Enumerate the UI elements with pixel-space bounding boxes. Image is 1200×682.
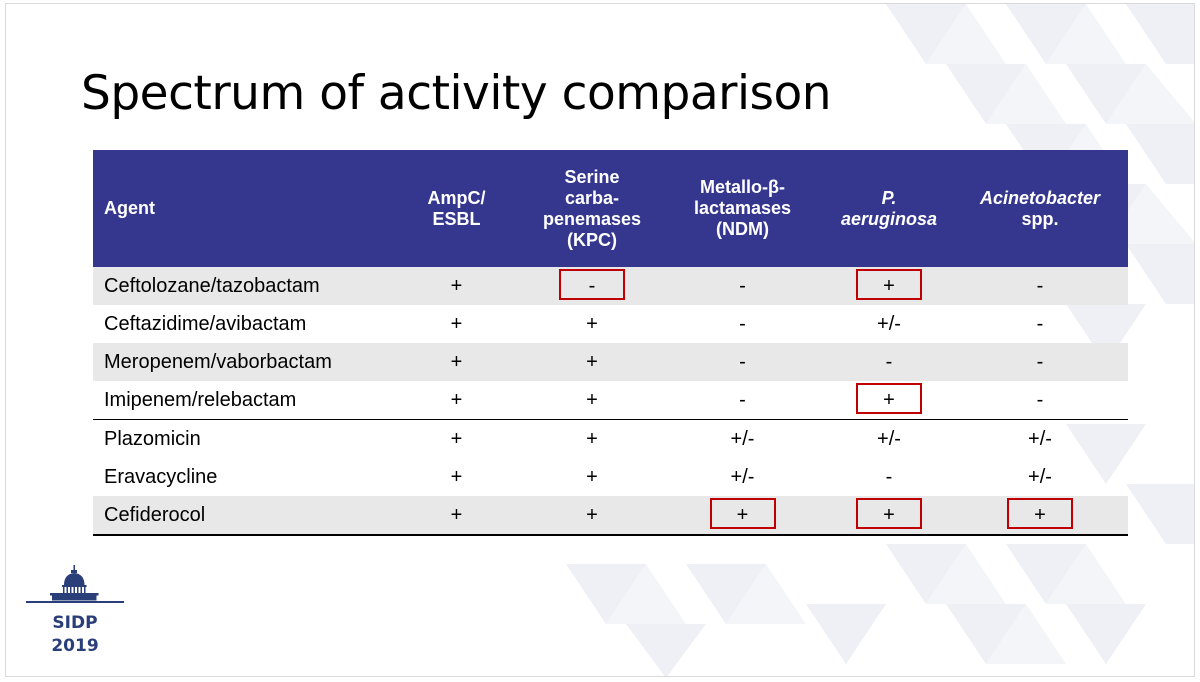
cell-value: - [1036, 312, 1044, 335]
sidp-logo: SIDP 2019 [20, 565, 130, 658]
cell-value: - [826, 343, 952, 381]
cell-value-highlighted: + [826, 267, 952, 305]
cell-value: + [525, 496, 659, 536]
header-metallo-beta-lactamases: Metallo-β- lactamases (NDM) [659, 150, 826, 267]
logo-text-line2: 2019 [51, 636, 99, 656]
highlight-box [709, 498, 776, 529]
cell-value: + [450, 388, 463, 411]
cell-value: +/- [952, 419, 1128, 458]
cell-value-highlighted: + [826, 381, 952, 420]
table-header-row: Agent AmpC/ ESBL Serine carba- penemases… [93, 150, 1128, 267]
highlight-box [856, 383, 922, 414]
header-p-aeruginosa: P. aeruginosa [826, 150, 952, 267]
cell-value: +/- [659, 419, 826, 458]
table-row: Cefiderocol + + + + + [93, 496, 1128, 536]
cell-value: +/- [730, 465, 755, 488]
agent-name: Cefiderocol [93, 496, 388, 536]
cell-value: - [659, 343, 826, 381]
cell-value: + [450, 465, 463, 488]
cell-value: +/- [1028, 465, 1052, 488]
cell-value-highlighted: - [525, 267, 659, 305]
cell-value: - [952, 343, 1128, 381]
cell-value: + [388, 419, 525, 458]
cell-value: + [388, 267, 525, 305]
cell-value-highlighted: + [952, 496, 1128, 536]
cell-value: - [885, 465, 893, 488]
agent-name: Meropenem/vaborbactam [93, 343, 388, 381]
table-row: Imipenem/relebactam + + - + - [93, 381, 1128, 420]
table-row: Ceftazidime/avibactam + + - +/- - [93, 305, 1128, 343]
header-serine-carbapenemases: Serine carba- penemases (KPC) [525, 150, 659, 267]
cell-value: +/- [826, 419, 952, 458]
header-agent: Agent [93, 150, 388, 267]
table-row: Plazomicin + + +/- +/- +/- [93, 419, 1128, 458]
capitol-dome-icon [26, 565, 124, 603]
cell-value: + [586, 465, 598, 488]
agent-name: Imipenem/relebactam [104, 388, 297, 411]
cell-value: + [525, 419, 659, 458]
cell-value: - [659, 267, 826, 305]
slide-title: Spectrum of activity comparison [81, 66, 832, 121]
header-acinetobacter: Acinetobacter spp. [952, 150, 1128, 267]
agent-name: Eravacycline [104, 465, 218, 488]
cell-value: - [1036, 388, 1044, 411]
table-row: Ceftolozane/tazobactam + - - + - [93, 267, 1128, 305]
cell-value: - [739, 312, 746, 335]
cell-value: +/- [877, 312, 901, 335]
highlight-box [856, 498, 922, 529]
cell-value: + [586, 312, 598, 335]
cell-value: + [586, 388, 598, 411]
cell-value-highlighted: + [659, 496, 826, 536]
cell-value-highlighted: + [826, 496, 952, 536]
cell-value: - [952, 267, 1128, 305]
cell-value: + [388, 343, 525, 381]
highlight-box [1007, 498, 1073, 529]
table-row: Meropenem/vaborbactam + + - - - [93, 343, 1128, 381]
logo-text-line1: SIDP [52, 613, 98, 633]
cell-value: + [388, 496, 525, 536]
cell-value: + [525, 343, 659, 381]
highlight-box [856, 269, 922, 300]
agent-name: Plazomicin [93, 419, 388, 458]
header-ampc-esbl: AmpC/ ESBL [388, 150, 525, 267]
cell-value: + [450, 312, 463, 335]
agent-name: Ceftazidime/avibactam [104, 312, 307, 335]
cell-value: - [739, 388, 746, 411]
highlight-box [559, 269, 625, 300]
agent-name: Ceftolozane/tazobactam [93, 267, 388, 305]
spectrum-table: Agent AmpC/ ESBL Serine carba- penemases… [93, 150, 1128, 536]
table-row: Eravacycline + + +/- - +/- [93, 458, 1128, 496]
